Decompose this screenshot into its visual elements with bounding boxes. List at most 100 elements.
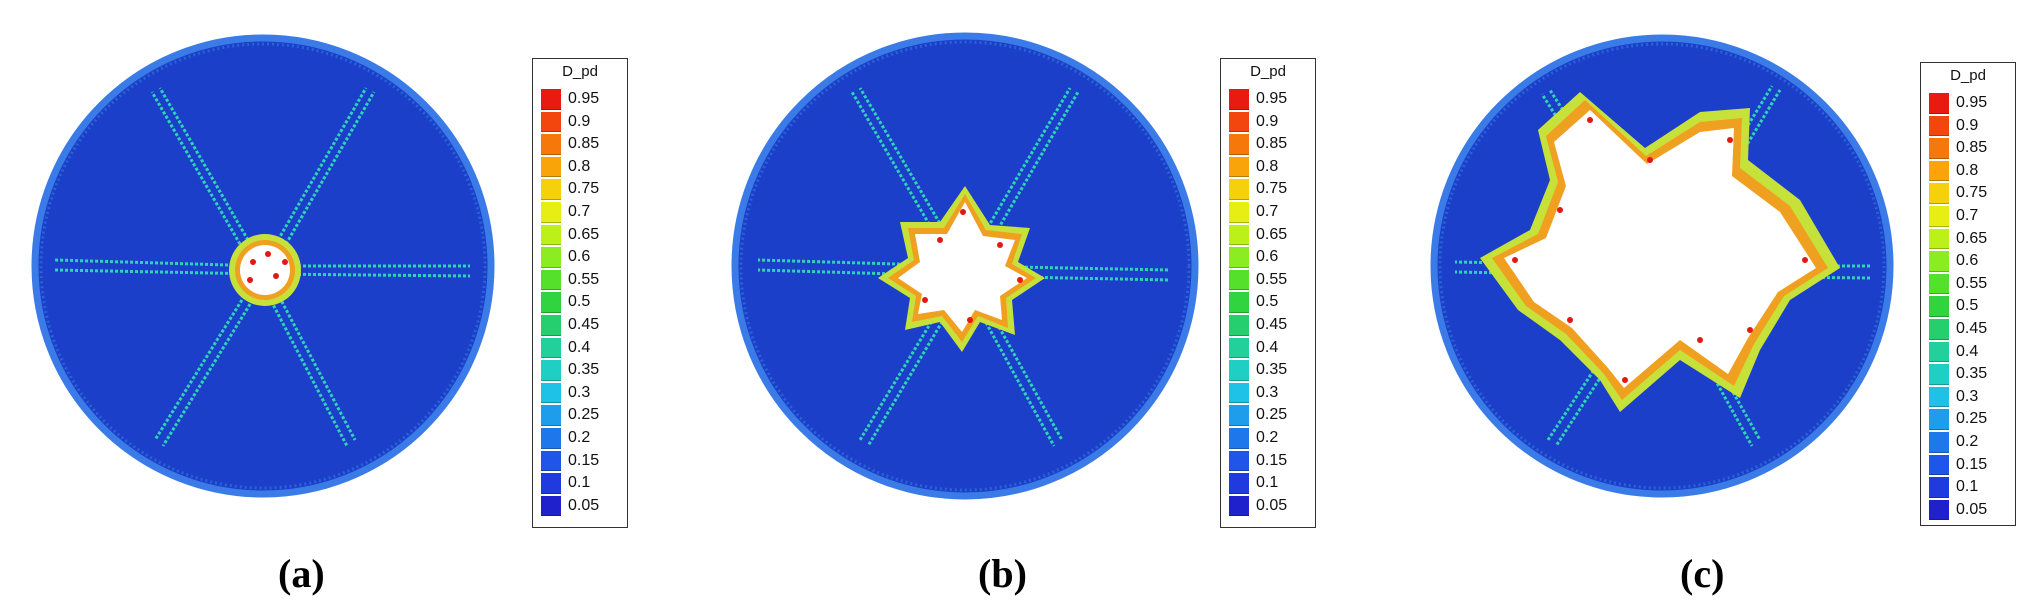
legend-label: 0.75 [568,180,600,198]
legend-entry: 0.4 [1929,341,2013,363]
legend-label: 0.65 [1956,229,1988,247]
legend-entry: 0.65 [541,224,625,246]
legend-entry: 0.35 [1929,364,2013,385]
legend-label: 0.05 [568,496,600,514]
legend-label: 0.5 [1256,293,1279,311]
legend-swatch [1929,386,1949,408]
legend-entry: 0.8 [1929,160,2013,182]
legend-entry: 0.25 [1229,405,1313,426]
legend-swatch [1929,341,1949,363]
legend-entry: 0.2 [1929,432,2013,453]
legend-label: 0.9 [568,112,591,130]
legend-label: 0.05 [1956,500,1988,518]
legend-swatch [1929,409,1949,430]
legend-swatch [541,450,561,472]
legend-entry: 0.95 [1229,89,1313,110]
legend-label: 0.15 [568,451,600,469]
legend-swatch [1929,454,1949,476]
legend-title: D_pd [1950,67,1986,84]
legend-title: D_pd [1250,63,1286,80]
legend-label: 0.85 [1256,135,1288,153]
legend-entry: 0.25 [541,405,625,426]
legend-entry: 0.1 [1929,477,2013,498]
legend-label: 0.4 [1956,342,1979,360]
legend-entry: 0.7 [1229,202,1313,223]
legend-entry: 0.95 [1929,93,2013,114]
legend-label: 0.25 [568,406,600,424]
legend-label: 0.35 [568,361,600,379]
legend-label: 0.9 [1956,116,1979,134]
legend-label: 0.25 [1956,410,1988,428]
legend-entry: 0.9 [1229,111,1313,133]
legend-label: 0.4 [1256,338,1279,356]
legend-swatch [1229,405,1249,426]
legend-entry: 0.85 [1929,138,2013,159]
legend-entry: 0.35 [1229,360,1313,381]
legend-entry: 0.85 [541,134,625,155]
legend-label: 0.45 [1956,320,1988,337]
legend-swatch [541,292,561,313]
legend-swatch [1929,296,1949,317]
legend-swatch [1229,179,1249,200]
legend-swatch [541,269,561,291]
legend-entry: 0.85 [1229,134,1313,155]
legend-swatch [1929,364,1949,385]
disc-figure-a [31,34,495,498]
legend-entry: 0.15 [1229,450,1313,472]
legend-swatch [1229,111,1249,133]
legend-label: 0.35 [1956,365,1988,383]
panel-caption: (b) [978,551,1027,596]
radial-cracks [757,87,1171,447]
legend-swatch [541,360,561,381]
legend-entry: 0.6 [1229,247,1313,268]
legend-label: 0.6 [1956,252,1979,270]
legend-entry: 0.6 [1929,251,2013,272]
legend-swatch [1229,495,1249,517]
legend-swatch [1229,337,1249,359]
legend-swatch [1929,251,1949,272]
legend-swatch [1229,292,1249,313]
panel-caption: (a) [278,551,325,596]
legend-swatch [1929,115,1949,137]
legend-label: 0.55 [1256,270,1288,288]
legend-entry: 0.65 [1929,228,2013,250]
legend-entry: 0.4 [541,337,625,359]
legend-entry: 0.9 [541,111,625,133]
legend-swatch [1229,156,1249,178]
legend-entry: 0.15 [1929,454,2013,476]
legend-swatch [1229,89,1249,110]
legend-entry: 0.8 [541,156,625,178]
legend-label: 0.75 [1256,180,1288,198]
legend-label: 0.2 [568,429,591,446]
legend-swatch [541,337,561,359]
legend-swatch [541,202,561,223]
legend-label: 0.55 [568,270,600,288]
legend-entry: 0.5 [1229,292,1313,313]
legend-label: 0.15 [1956,455,1988,473]
legend-label: 0.65 [1256,225,1288,243]
legend-entry: 0.8 [1229,156,1313,178]
legend-swatch [541,134,561,155]
legend-label: 0.5 [568,293,591,311]
radial-cracks [54,87,471,447]
legend-entry: 0.9 [1929,115,2013,137]
legend-swatch [1929,273,1949,295]
legend-swatch [1929,206,1949,227]
legend-swatch [541,428,561,449]
legend-label: 0.15 [1256,451,1288,469]
legend-swatch [1229,224,1249,246]
legend-entry: 0.05 [1229,495,1313,517]
legend-label: 0.25 [1256,406,1288,424]
failure-zone [229,234,301,306]
legend-swatch [541,224,561,246]
legend-label: 0.65 [568,225,600,243]
legend-entry: 0.05 [1929,499,2013,521]
legend-swatch [541,247,561,268]
legend-entry: 0.75 [541,179,625,200]
legend-label: 0.6 [1256,248,1279,266]
legend-entry: 0.1 [541,473,625,494]
legend-entry: 0.35 [541,360,625,381]
legend-label: 0.1 [568,474,591,492]
legend-label: 0.3 [1256,383,1279,401]
legend-swatch [1929,138,1949,159]
